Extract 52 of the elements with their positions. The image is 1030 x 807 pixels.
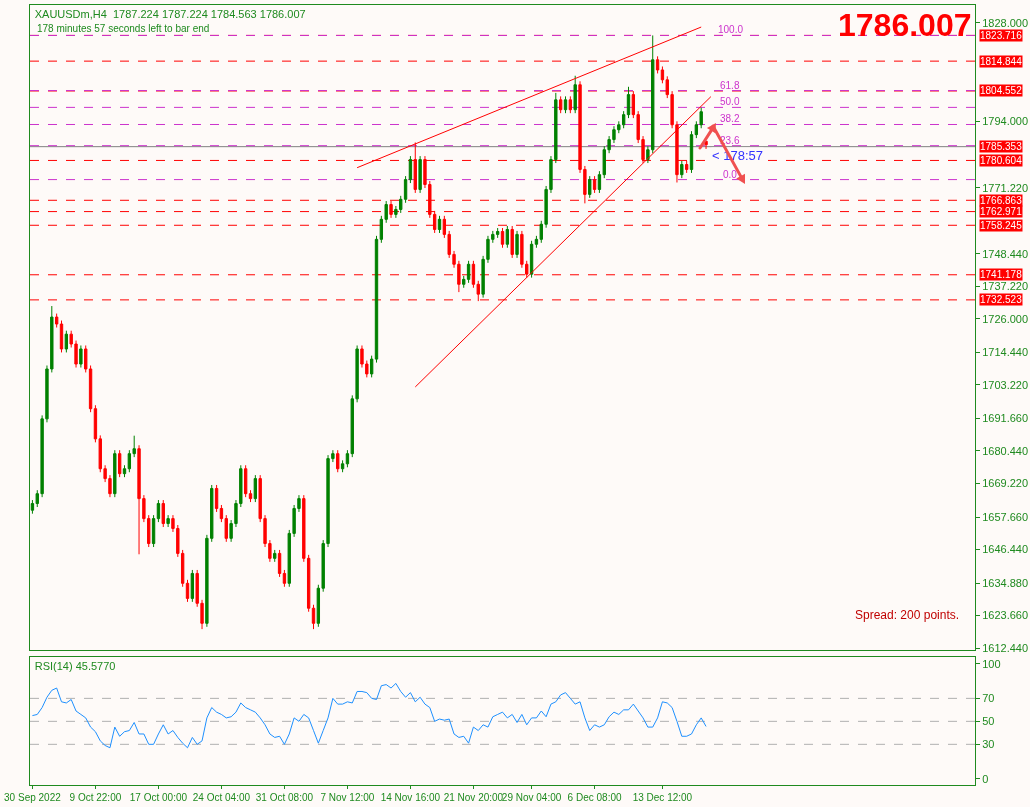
chart-title: RSI(14) 45.5770	[34, 659, 116, 672]
y-tick-label: 1703.220	[982, 378, 1029, 391]
ref-line-label: 1766.863	[980, 195, 1023, 206]
y-tick-label: 1646.440	[982, 543, 1029, 556]
y-tick-label: 1623.660	[982, 609, 1029, 622]
ref-line-label: 1814.844	[980, 56, 1023, 67]
x-tick-label: 30 Sep 2022	[4, 792, 62, 803]
annotation: 100.0	[718, 24, 744, 35]
y-tick-label: 1669.220	[982, 477, 1029, 490]
x-tick-label: 13 Dec 12:00	[632, 792, 693, 803]
ref-line-label: 1785.353	[980, 141, 1023, 152]
annotation: 50.0	[720, 96, 740, 107]
x-tick-label: 31 Oct 08:00	[255, 792, 314, 803]
y-tick-label: 100	[982, 657, 1001, 670]
y-tick-label: 1634.880	[982, 576, 1029, 589]
x-tick-label: 17 Oct 00:00	[129, 792, 188, 803]
x-tick-label: 7 Nov 12:00	[320, 792, 375, 803]
y-tick-label: 1726.000	[982, 312, 1029, 325]
x-tick-label: 9 Oct 22:00	[69, 792, 122, 803]
text: 178 minutes 57 seconds left to bar end	[37, 23, 210, 34]
chart-title: XAUUSDm,H4 1787.224 1787.224 1784.563 1786.007	[34, 7, 306, 20]
y-tick-label: 1748.440	[982, 247, 1029, 260]
annotation: 0.0	[723, 169, 738, 180]
annotation: Spread: 200 points.	[855, 608, 960, 622]
y-tick-label: 50	[982, 715, 995, 728]
x-tick-label: 6 Dec 08:00	[567, 792, 622, 803]
ref-line-label: 1804.552	[980, 85, 1023, 96]
ref-line-label: 1780.604	[980, 155, 1023, 166]
y-tick-label: 70	[982, 692, 995, 705]
ref-line-label: 1762.971	[980, 206, 1023, 217]
ref-line-label: 1732.523	[980, 294, 1023, 305]
ref-line-label: 1823.716	[980, 30, 1023, 41]
annotation: 61.8	[720, 80, 740, 91]
x-tick-label: 24 Oct 04:00	[192, 792, 251, 803]
y-tick-label: 1794.000	[982, 115, 1029, 128]
x-tick-label: 14 Nov 16:00	[380, 792, 441, 803]
y-tick-label: 1737.220	[982, 280, 1029, 293]
ref-line-label: 1741.178	[980, 269, 1023, 280]
y-tick-label: 0	[982, 772, 989, 785]
x-tick-label: 21 Nov 20:00	[443, 792, 504, 803]
y-tick-label: 1771.220	[982, 181, 1029, 194]
y-tick-label: 1714.440	[982, 346, 1029, 359]
y-tick-label: 1828.000	[982, 16, 1029, 29]
x-tick-label: 29 Nov 04:00	[501, 792, 562, 803]
y-tick-label: 30	[982, 738, 995, 751]
y-tick-label: 1657.660	[982, 510, 1029, 523]
y-tick-label: 1612.440	[982, 641, 1029, 654]
annotation: 38.2	[720, 113, 740, 124]
y-tick-label: 1691.660	[982, 412, 1029, 425]
ref-line-label: 1758.245	[980, 220, 1023, 231]
y-tick-label: 1680.440	[982, 444, 1029, 457]
annotation: 1786.007	[838, 7, 972, 43]
